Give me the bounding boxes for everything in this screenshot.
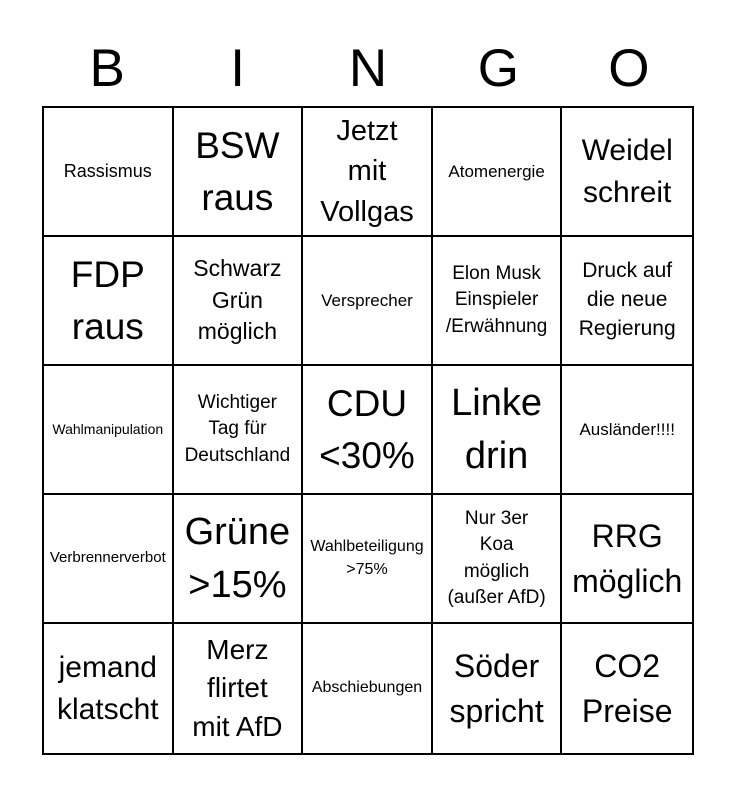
bingo-cell-r5c4[interactable]: Söder spricht [433,624,563,753]
cell-text-line: Einspieler [454,289,539,311]
bingo-cell-r2c1[interactable]: FDP raus [44,237,174,366]
cell-text-line: FDP [70,254,145,296]
cell-text-line: Merz [206,633,269,665]
bingo-title: B I N G O [42,40,694,98]
cell-text-line: BSW [195,125,280,167]
bingo-cell-r5c3[interactable]: Abschiebungen [303,624,433,753]
cell-text-line: mit [347,155,387,188]
cell-text-line: Rassismus [63,161,152,182]
cell-text-line: >15% [188,563,287,606]
bingo-grid: Rassismus BSW raus Jetzt mit Vollgas Atomenerg… [42,106,694,755]
bingo-cell-r5c5[interactable]: CO2 Preise [562,624,692,753]
bingo-cell-r2c4[interactable]: Elon Musk Einspieler/Erwähnung [432,237,563,366]
bingo-cell-r5c1[interactable]: jemand klatscht [44,624,174,753]
cell-text-line: möglich [197,318,278,345]
title-letter-i: I [230,39,245,98]
bingo-cell-r1c3[interactable]: Jetzt mit Vollgas [303,108,433,237]
cell-text-line: Versprecher [321,290,413,310]
bingo-cell-r1c5[interactable]: Weidel schreit [562,108,692,237]
bingo-cell-r3c4[interactable]: Linke drin [432,366,563,495]
cell-text-line: Schwarz [193,254,282,281]
cell-text-line: Druck auf [582,259,673,283]
title-letter-g: G [477,39,520,98]
bingo-cell-r1c1[interactable]: Rassismus [44,108,174,237]
cell-text-line: Grün [211,286,263,313]
cell-text-line: >75% [346,560,388,578]
cell-text-line: (außer AfD) [447,586,546,608]
bingo-cell-r4c1[interactable]: Verbrennerverbot [44,495,174,624]
cell-text-line: Atomenergie [448,161,545,181]
cell-text-line: Tag für [208,418,267,440]
cell-text-line: die neue [586,288,668,312]
cell-text-line: Preise [581,692,673,729]
cell-text-line: Deutschland [184,444,291,466]
bingo-cell-r2c5[interactable]: Druck auf die neue Regierung [562,237,692,366]
cell-text-line: Ausländer!!!! [579,419,675,439]
bingo-cell-r4c5[interactable]: RRG möglich [562,495,692,624]
bingo-cell-r1c2[interactable]: BSW raus [173,108,304,237]
bingo-cell-r5c2[interactable]: Merz flirtet mit AfD [174,624,304,753]
cell-text-line: klatscht [56,692,159,726]
bingo-cell-r3c5[interactable]: Ausländer!!!! [562,366,692,495]
cell-text-line: Elon Musk [452,263,541,285]
title-letter-n: N [348,39,388,98]
bingo-cell-r3c3[interactable]: CDU <30% [303,366,433,495]
cell-text-line: Linke [451,382,543,425]
cell-text-line: Verbrennerverbot [49,549,166,567]
cell-text-line: möglich [463,560,530,582]
title-letter-b: B [89,39,125,98]
bingo-cell-r4c4[interactable]: Nur 3er Koa möglich (außer AfD) [432,495,563,624]
bingo-cell-r4c2[interactable]: Grüne >15% [173,495,304,624]
bingo-cell-r2c3[interactable]: Versprecher [303,237,433,366]
cell-text-line: Weidel [581,134,673,168]
cell-text-line: raus [201,176,274,218]
cell-text-line: Wichtiger [197,392,277,414]
bingo-cell-r3c2[interactable]: Wichtiger Tag für Deutschland [173,366,304,495]
cell-text-line: Jetzt [336,115,398,148]
cell-text-line: drin [464,434,529,477]
cell-text-line: jemand [58,651,157,685]
cell-text-line: RRG [591,518,663,555]
cell-text-line: CDU [326,383,408,425]
cell-text-line: Koa [479,534,514,556]
cell-text-line: schreit [583,175,672,209]
cell-text-line: Wahlbeteiligung [310,538,424,556]
cell-text-line: raus [71,305,144,347]
cell-text-line: möglich [572,562,683,599]
bingo-cell-r1c4[interactable]: Atomenergie [432,108,563,237]
bingo-cell-r3c1[interactable]: Wahlmanipulation [44,366,174,495]
bingo-cell-r2c2[interactable]: Schwarz Grün möglich [173,237,304,366]
cell-text-line: Söder [453,648,540,685]
cell-text-line: Regierung [578,316,676,340]
title-letter-o: O [608,39,650,98]
cell-text-line: spricht [449,692,544,729]
cell-text-line: CO2 [594,648,661,685]
cell-text-line: Wahlmanipulation [52,420,164,437]
cell-text-line: /Erwähnung [445,315,548,337]
cell-text-line: Grüne [184,511,291,554]
cell-text-line: Nur 3er [464,508,529,530]
cell-text-line: Vollgas [320,195,414,228]
cell-text-line: Abschiebungen [311,679,423,697]
cell-text-line: flirtet [207,672,268,704]
cell-text-line: mit AfD [192,710,283,742]
bingo-cell-r4c3[interactable]: Wahlbeteiligung >75% [303,495,433,624]
cell-text-line: <30% [319,434,415,476]
